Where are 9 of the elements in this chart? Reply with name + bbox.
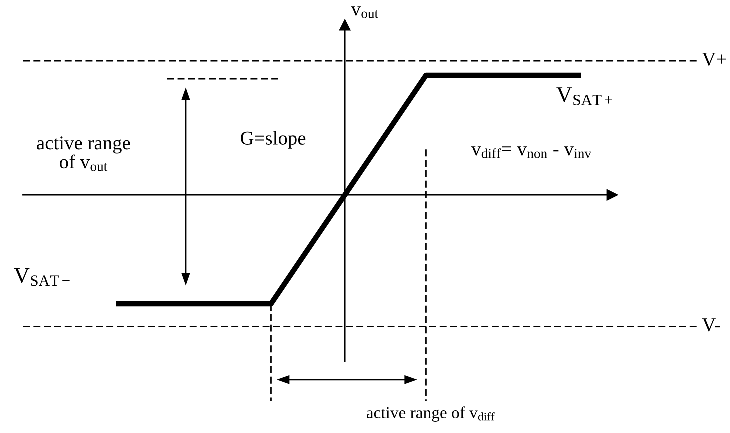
ref-line-label: V+: [702, 53, 726, 66]
annotation: V$_{SAT−}$: [14, 268, 70, 286]
annotation: active range of v$_{out}$: [37, 136, 130, 172]
ref-line-label: V-: [702, 318, 720, 332]
x-axis-title: v$_{diff}$= v$_{non}$ - v$_{inv}$: [471, 146, 592, 158]
text: active range of v$_{diff}$: [366, 406, 495, 422]
annotation: G=slope: [241, 131, 306, 149]
annotation: V$_{SAT+}$: [556, 88, 612, 106]
y-axis-title: v$_{out}$: [351, 6, 378, 18]
